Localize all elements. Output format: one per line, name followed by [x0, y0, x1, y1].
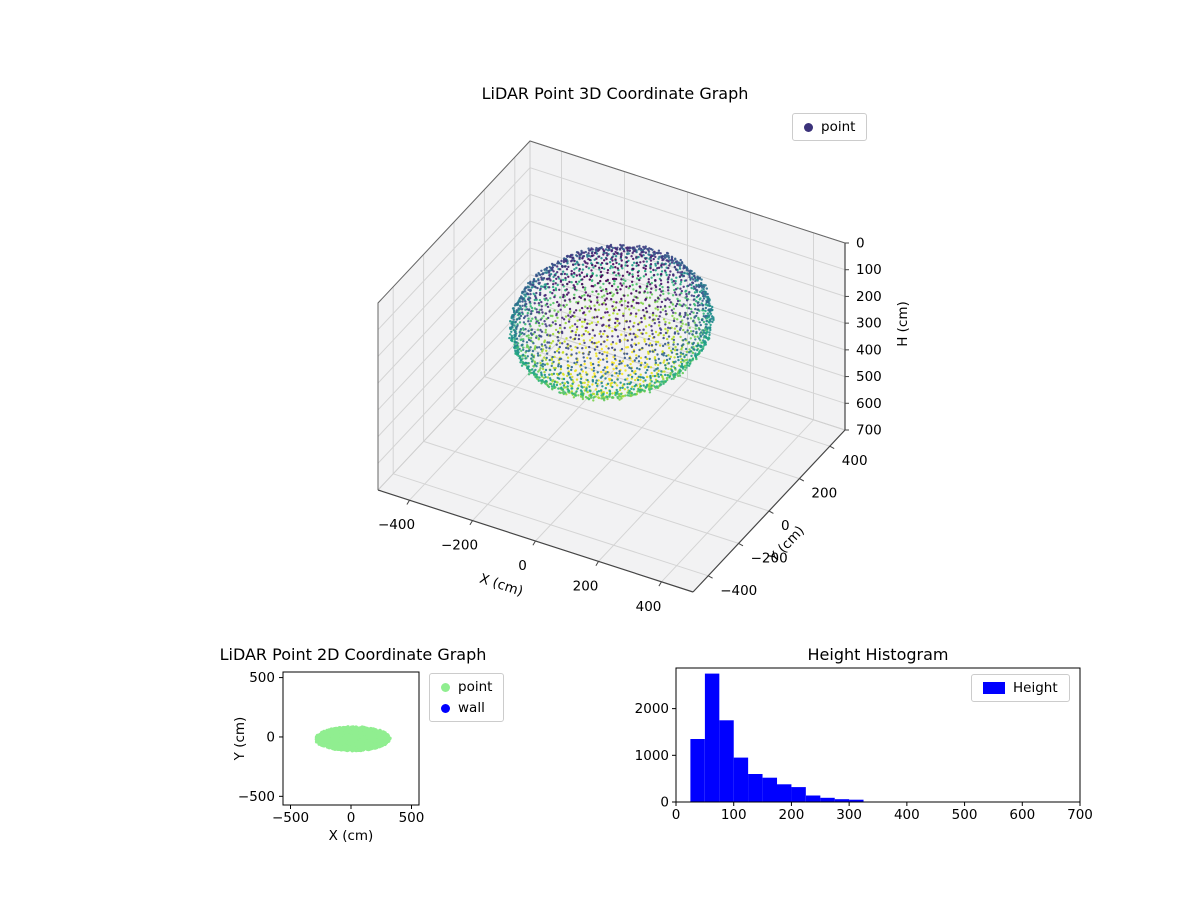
axis-text: −200 — [441, 538, 478, 554]
axis-text: 500 — [856, 369, 882, 385]
x-axis-label-2d: X (cm) — [329, 828, 374, 844]
plot2d-legend: point wall — [429, 673, 505, 722]
axis-text: 400 — [842, 453, 868, 469]
histogram-bar — [849, 799, 864, 802]
plot2d: −500 0 500 −500 0 500 X (cm) Y (cm) — [232, 670, 424, 844]
point-marker-icon — [441, 682, 450, 692]
histogram-bar — [733, 757, 749, 802]
axis-text: 400 — [856, 342, 882, 358]
axis-text: 200 — [779, 807, 805, 823]
legend-label-wall-2d: wall — [458, 700, 485, 716]
axis-text: 300 — [836, 807, 862, 823]
axis-text: 0 — [660, 795, 669, 811]
axis-text: 0 — [672, 807, 681, 823]
histogram-title: Height Histogram — [807, 645, 949, 664]
axis-text: −200 — [751, 550, 788, 566]
h-axis-label-3d: H (cm) — [895, 301, 911, 347]
histogram-legend: Height — [971, 674, 1070, 702]
axis-text: 1000 — [635, 748, 669, 764]
histogram-bar — [762, 777, 778, 802]
histogram-bar — [777, 784, 792, 802]
axis-text: −500 — [272, 810, 309, 826]
axis-text: 500 — [952, 807, 978, 823]
legend-entry-height: Height — [983, 680, 1058, 696]
axis-text: 0 — [347, 810, 356, 826]
axis-text: 200 — [856, 289, 882, 305]
histogram-patch-icon — [983, 682, 1005, 694]
legend-entry-point-3d: point — [804, 119, 855, 135]
wall-marker-icon — [441, 703, 450, 713]
axis-text: 300 — [856, 316, 882, 332]
axis-text: 500 — [249, 670, 275, 686]
histogram-bar — [748, 774, 763, 802]
plot2d-title: LiDAR Point 2D Coordinate Graph — [219, 645, 487, 664]
axis-text: 700 — [856, 423, 882, 439]
legend-entry-point-2d: point — [441, 679, 492, 695]
histogram-bar — [704, 673, 720, 802]
axis-text: 200 — [573, 578, 599, 594]
axis-text: 200 — [811, 486, 837, 502]
axis-text: 500 — [399, 810, 425, 826]
axis-text: 400 — [894, 807, 920, 823]
histogram-bar — [791, 787, 806, 802]
histogram-bar — [719, 720, 734, 802]
axis-text: 600 — [1009, 807, 1035, 823]
histogram-bar — [834, 799, 850, 802]
legend-label-point-3d: point — [821, 119, 856, 135]
axis-text: 0 — [856, 236, 865, 252]
plot3d-title: LiDAR Point 3D Coordinate Graph — [481, 84, 749, 103]
axis-text: 100 — [856, 262, 882, 278]
x-axis-label-3d: X (cm) — [478, 571, 525, 600]
axis-text: 400 — [636, 599, 662, 615]
histogram-bar — [820, 797, 835, 802]
plot3d-legend: point — [792, 113, 868, 141]
axis-text: −400 — [378, 517, 415, 533]
y-axis-label-2d: Y (cm) — [232, 717, 248, 762]
axis-text: 0 — [266, 729, 275, 745]
plot3d: −400 −200 0 200 400 −400 −200 0 200 400 0 100 200 300… — [377, 140, 911, 615]
axis-text: 2000 — [635, 701, 669, 717]
legend-entry-wall-2d: wall — [441, 700, 492, 716]
axis-text: 700 — [1067, 807, 1093, 823]
axis-text: −400 — [720, 583, 757, 599]
legend-label-height: Height — [1013, 680, 1058, 696]
legend-label-point-2d: point — [458, 679, 493, 695]
axis-text: −500 — [238, 789, 275, 805]
histogram-bar — [805, 795, 821, 802]
plot-histogram: 0 100 200 300 400 500 600 700 0 1000 2000 — [635, 667, 1093, 823]
axis-text: 0 — [781, 518, 790, 534]
scatter-marker-icon — [804, 122, 813, 132]
axis-text: 600 — [856, 396, 882, 412]
axis-text: 0 — [518, 558, 527, 574]
axis-text: 100 — [721, 807, 747, 823]
histogram-bar — [690, 739, 705, 802]
